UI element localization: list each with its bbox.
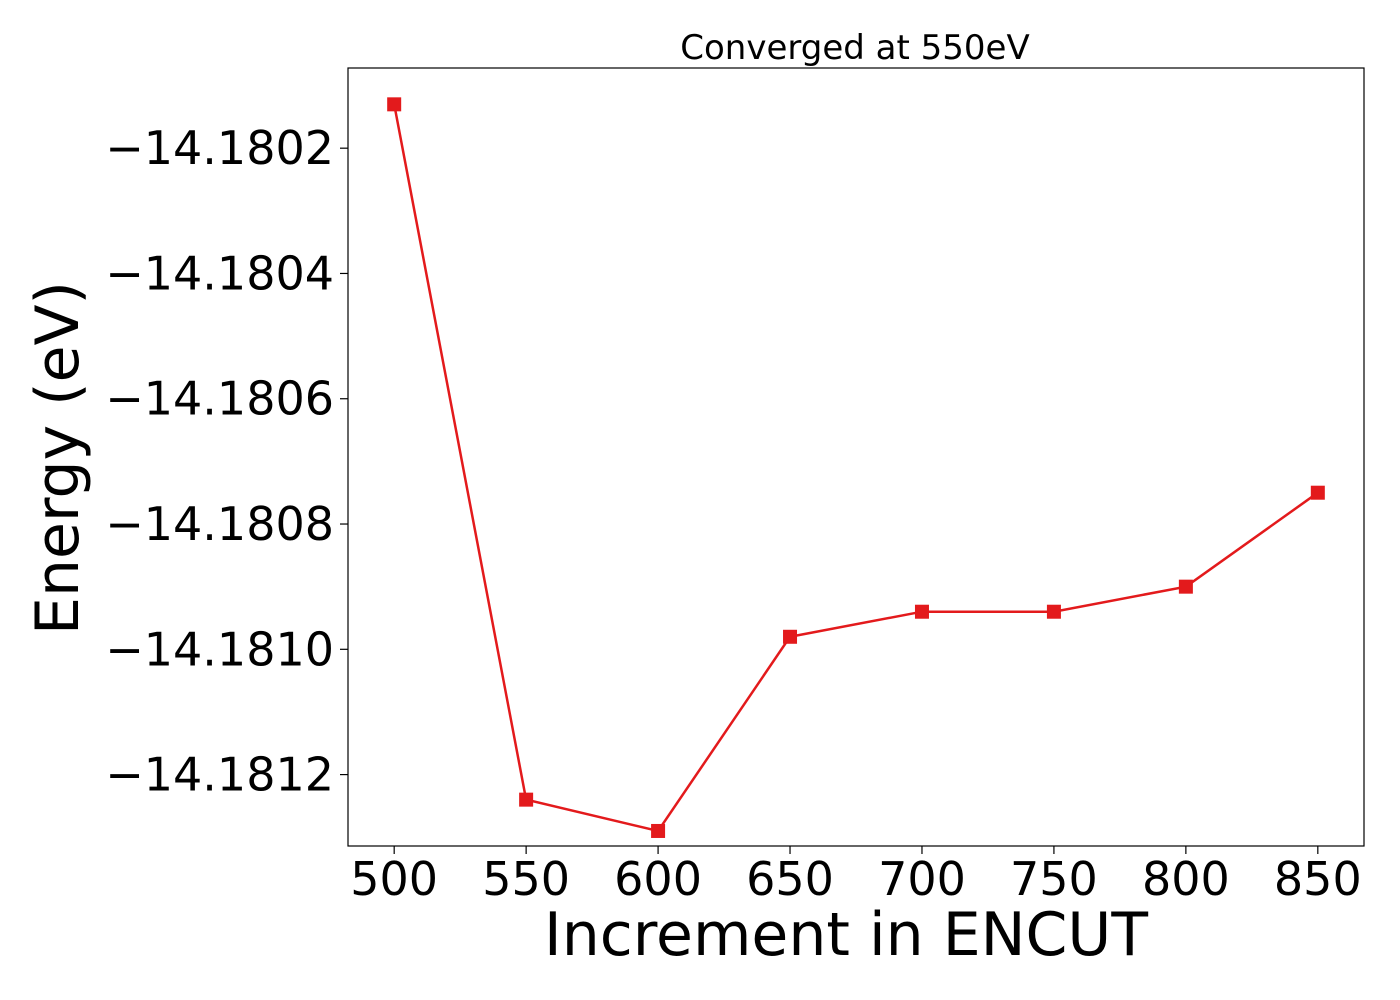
y-tick-label: −14.1806: [105, 372, 334, 426]
data-point-marker: [1178, 579, 1193, 594]
y-tick-label: −14.1810: [105, 622, 334, 676]
x-tick-label: 650: [746, 852, 834, 906]
x-tick-label: 800: [1142, 852, 1230, 906]
x-tick-label: 750: [1010, 852, 1098, 906]
data-point-marker: [914, 604, 929, 619]
data-point-marker: [519, 792, 534, 807]
y-axis: −14.1812 −14.1810 −14.1808 −14.1806 −14.1804…: [105, 121, 348, 802]
data-point-marker: [651, 823, 666, 838]
plot-area-frame: [347, 67, 1365, 847]
y-tick-label: −14.1804: [105, 246, 334, 300]
x-axis: 500 550 600 650 700 750 800 850: [350, 846, 1362, 906]
x-tick-label: 550: [482, 852, 570, 906]
y-axis-label: Energy (eV): [23, 281, 93, 635]
series-layer: [387, 97, 1325, 838]
x-tick-label: 600: [614, 852, 702, 906]
data-point-marker: [1310, 485, 1325, 500]
data-point-marker: [387, 97, 402, 112]
y-tick-label: −14.1808: [105, 497, 334, 551]
x-tick-label: 850: [1274, 852, 1362, 906]
x-tick-label: 700: [878, 852, 966, 906]
x-tick-label: 500: [350, 852, 438, 906]
series-line: [392, 104, 1319, 833]
data-point-marker: [783, 629, 798, 644]
y-tick-label: −14.1802: [105, 121, 334, 175]
chart-title: Converged at 550eV: [680, 28, 1029, 68]
data-point-marker: [1046, 604, 1061, 619]
y-tick-label: −14.1812: [105, 748, 334, 802]
x-axis-label: Increment in ENCUT: [544, 900, 1148, 970]
